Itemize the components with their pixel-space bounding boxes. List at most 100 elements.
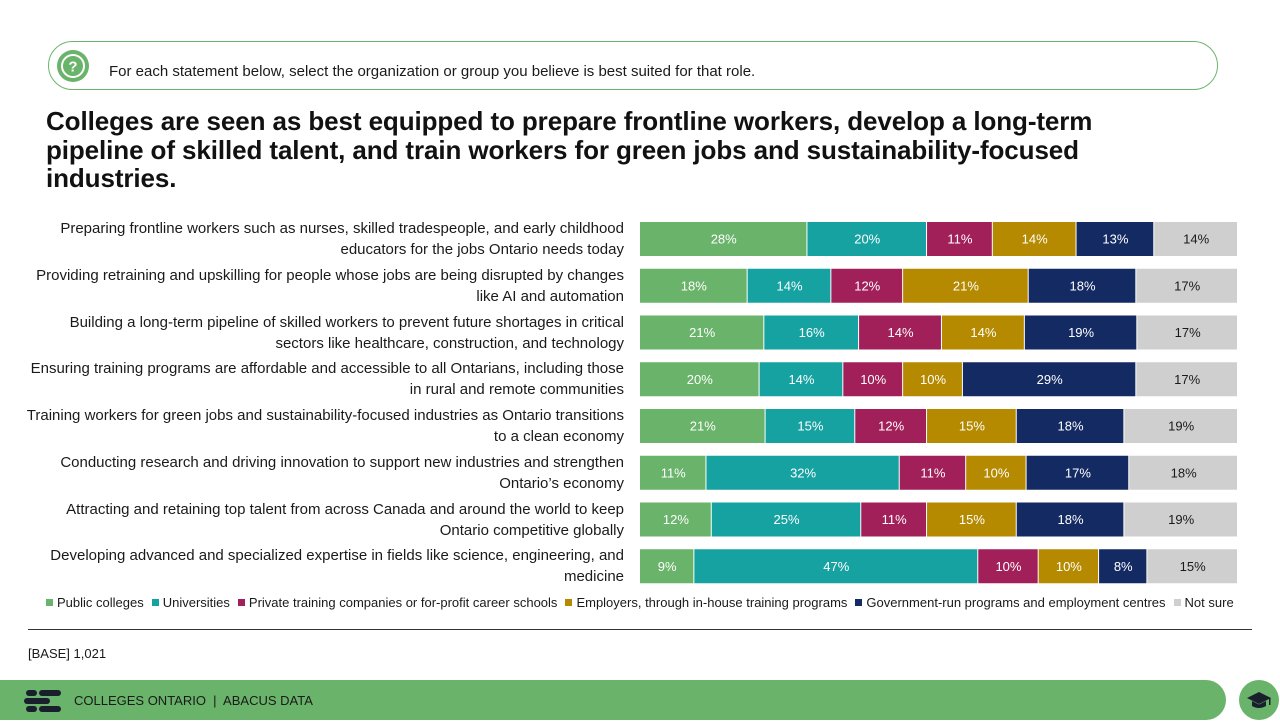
stacked-bar-chart: 28% 20% 11% 14% 13% 14% 18% 14% 12% 21% 18% 17% 21% 1… xyxy=(640,222,1237,584)
bar-segment xyxy=(966,455,1026,490)
data-label: 11% xyxy=(920,465,945,480)
bar-segment xyxy=(1016,502,1124,537)
bar-segment xyxy=(640,549,694,584)
data-label: 32% xyxy=(790,465,816,480)
question-circle-icon: ? xyxy=(57,50,89,82)
bar-segment xyxy=(859,315,941,350)
bar-segment xyxy=(861,502,927,537)
bar-segment xyxy=(962,362,1136,397)
data-label: 19% xyxy=(1168,512,1194,527)
question-text: For each statement below, select the org… xyxy=(109,63,756,80)
data-label: 19% xyxy=(1168,419,1194,434)
data-label: 12% xyxy=(878,419,904,434)
data-label: 18% xyxy=(1058,419,1084,434)
bar-segment xyxy=(759,362,843,397)
bar-segment xyxy=(1028,268,1136,303)
legend-item: Not sure xyxy=(1173,595,1234,610)
data-label: 14% xyxy=(970,325,996,340)
bar-segment xyxy=(1147,549,1237,584)
bar-segment xyxy=(855,409,927,443)
legend-label: Not sure xyxy=(1184,595,1234,610)
data-label: 21% xyxy=(689,325,715,340)
legend-label: Public colleges xyxy=(57,595,144,610)
bar-segment xyxy=(764,315,859,350)
bar-segment xyxy=(978,549,1038,584)
data-label: 14% xyxy=(776,278,802,293)
data-label: 14% xyxy=(788,372,814,387)
bar-segment xyxy=(831,268,903,303)
bar-segment xyxy=(927,502,1016,537)
data-label: 12% xyxy=(663,512,689,527)
bar-segment xyxy=(694,549,978,584)
data-label: 18% xyxy=(1171,465,1197,480)
legend-swatch xyxy=(46,599,53,606)
bar-segment xyxy=(706,455,899,490)
bar-segment xyxy=(1038,549,1099,584)
legend-swatch xyxy=(237,599,245,606)
data-label: 10% xyxy=(860,372,886,387)
chart-legend: Public colleges Universities Private train… xyxy=(46,595,1242,610)
bar-segment xyxy=(899,455,966,490)
data-label: 16% xyxy=(799,325,825,340)
data-label: 19% xyxy=(1068,325,1094,340)
data-label: 18% xyxy=(1070,278,1096,293)
colleges-ontario-logo xyxy=(24,690,64,717)
bar-segment xyxy=(941,315,1024,350)
data-label: 20% xyxy=(687,372,713,387)
bar-segment xyxy=(711,502,861,537)
data-label: 8% xyxy=(1114,559,1133,574)
bar-segment xyxy=(640,222,807,256)
footer-text: COLLEGES ONTARIO | ABACUS DATA xyxy=(74,693,313,708)
bar-segment xyxy=(927,222,992,256)
base-note: [BASE] 1,021 xyxy=(28,646,107,661)
row-label: Training workers for green jobs and sust… xyxy=(26,407,624,445)
data-label: 15% xyxy=(1180,559,1206,574)
data-label: 17% xyxy=(1174,278,1200,293)
legend-label: Private training companies or for-profit… xyxy=(248,595,558,610)
data-label: 10% xyxy=(983,465,1009,480)
bar-segment xyxy=(903,268,1028,303)
row-label: Conducting research and driving innovati… xyxy=(60,453,624,492)
bar-segment xyxy=(640,409,765,443)
bar-segment xyxy=(640,502,711,537)
legend-label: Universities xyxy=(162,595,230,610)
data-label: 17% xyxy=(1174,372,1200,387)
data-label: 18% xyxy=(1058,512,1084,527)
footer-bar xyxy=(0,680,1226,720)
bar-segment xyxy=(1124,502,1237,537)
data-label: 15% xyxy=(959,512,985,527)
bar-segment xyxy=(1099,549,1147,584)
legend-label: Government-run programs and employment c… xyxy=(866,595,1166,610)
data-label: 10% xyxy=(995,559,1021,574)
bar-segment xyxy=(1076,222,1154,256)
bar-segment xyxy=(640,362,759,397)
legend-item: Government-run programs and employment c… xyxy=(855,595,1166,610)
row-label: Preparing frontline workers such as nurs… xyxy=(60,220,624,258)
data-label: 21% xyxy=(953,278,979,293)
data-label: 21% xyxy=(690,419,716,434)
legend-item: Universities xyxy=(151,595,230,610)
bar-segment xyxy=(843,362,903,397)
data-label: 18% xyxy=(681,278,707,293)
bar-segment xyxy=(1016,409,1124,443)
data-label: 11% xyxy=(882,512,907,527)
data-label: 25% xyxy=(773,512,799,527)
data-label: 47% xyxy=(823,559,849,574)
data-label: 11% xyxy=(947,232,972,247)
data-label: 28% xyxy=(711,232,737,247)
data-label: 14% xyxy=(1022,232,1048,247)
question-box xyxy=(48,41,1218,90)
bar-segment xyxy=(1136,362,1237,397)
bar-segment xyxy=(1124,409,1237,443)
data-label: 20% xyxy=(854,232,880,247)
bar-segment xyxy=(903,362,962,397)
data-label: 9% xyxy=(658,559,677,574)
data-label: 10% xyxy=(1056,559,1082,574)
data-label: 11% xyxy=(661,465,686,480)
page-title: Colleges are seen as best equipped to pr… xyxy=(46,106,1093,193)
legend-swatch xyxy=(1173,599,1181,606)
data-label: 15% xyxy=(959,419,985,434)
data-label: 17% xyxy=(1065,465,1091,480)
bar-segment xyxy=(927,409,1016,443)
bar-segment xyxy=(640,455,706,490)
